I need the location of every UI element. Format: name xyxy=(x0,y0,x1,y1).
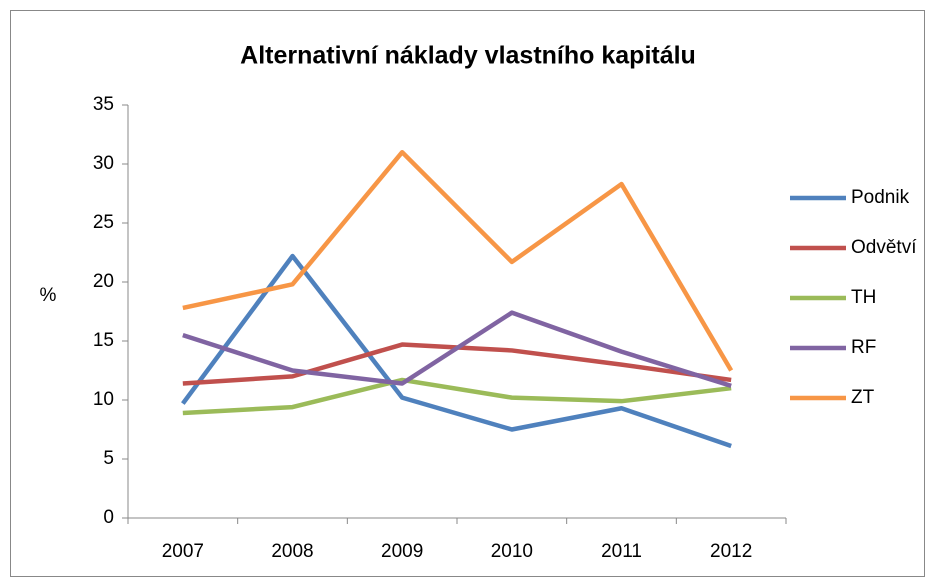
legend-label: ZT xyxy=(851,387,875,408)
x-tick-label: 2010 xyxy=(491,541,533,562)
y-tick-label: 0 xyxy=(103,507,114,528)
legend-label: Podnik xyxy=(851,187,910,208)
y-tick-label: 35 xyxy=(93,94,114,115)
y-tick-label: 15 xyxy=(93,330,114,351)
series-line xyxy=(182,149,734,372)
chart-border xyxy=(10,10,925,577)
y-axis-label: % xyxy=(40,285,57,306)
legend-label: Odvětví xyxy=(851,237,917,258)
series-line xyxy=(181,253,732,449)
legend-label: RF xyxy=(851,337,876,358)
y-tick-label: 25 xyxy=(93,212,114,233)
series-line xyxy=(182,377,732,416)
x-tick-label: 2012 xyxy=(710,541,752,562)
y-tick-label: 5 xyxy=(103,448,114,469)
y-tick-label: 20 xyxy=(93,271,114,292)
x-tick-label: 2009 xyxy=(381,541,423,562)
y-tick-label: 10 xyxy=(93,389,114,410)
x-tick-label: 2011 xyxy=(601,541,642,562)
x-tick-label: 2007 xyxy=(162,541,204,562)
chart-title: Alternativní náklady vlastního kapitálu xyxy=(240,42,696,70)
y-tick-label: 30 xyxy=(93,153,114,174)
x-tick-label: 2008 xyxy=(271,541,313,562)
legend-label: TH xyxy=(851,287,876,308)
series-line xyxy=(182,310,732,388)
